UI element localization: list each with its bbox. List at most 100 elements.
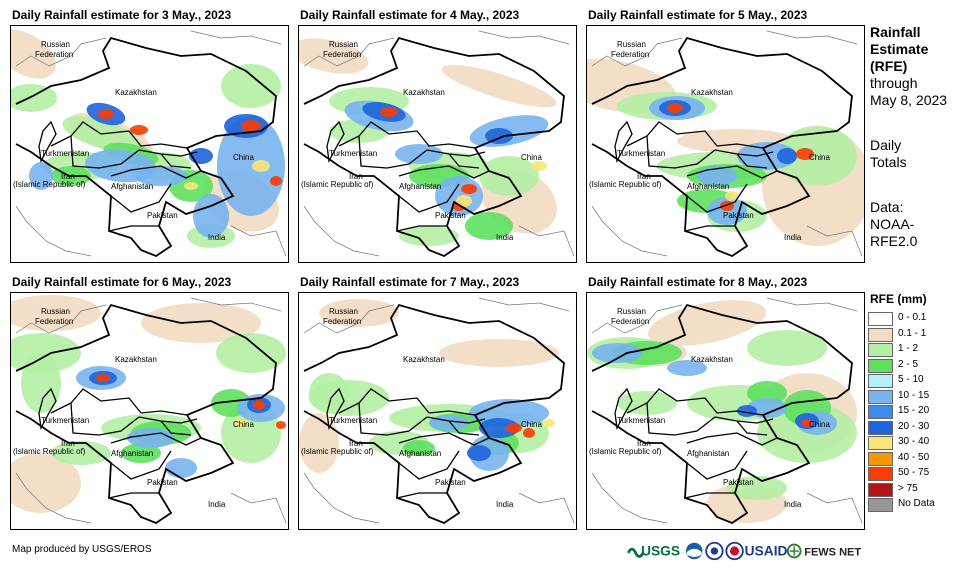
rainfall-area [221,64,281,108]
country-label-turkmenistan: Turkmenistan [41,149,89,158]
country-border [686,165,778,213]
country-label-india: India [784,500,802,509]
legend-label: 15 - 20 [898,405,930,416]
country-label-russia-2: Federation [323,50,361,59]
rainfall-map-may-5: Russian Federation Kazakhstan Turkmenistan I… [586,25,865,263]
rainfall-map-may-8: Russian Federation Kazakhstan Turkmenistan I… [586,292,865,530]
admin-boundary [766,30,858,45]
rainfall-area [727,476,787,500]
rainfall-area [234,419,248,427]
admin-boundary [230,225,287,257]
partner-logos: USGS USAID FEWS NET [627,541,861,561]
rainfall-area [217,116,285,216]
country-border [50,121,188,149]
country-border [684,492,735,499]
country-border [398,165,490,213]
description-date: May 8, 2023 [870,92,948,108]
rainfall-area [395,144,443,164]
country-label-iran-1: Iran [61,439,75,448]
rainfall-area [253,400,265,410]
country-border [396,492,447,499]
rainfall-area [479,418,519,438]
country-border [70,402,140,436]
country-label-afghanistan: Afghanistan [111,182,153,191]
country-label-turkmenistan: Turkmenistan [329,149,377,158]
country-label-afghanistan: Afghanistan [399,449,441,458]
rainfall-area [299,38,369,74]
rainfall-map-may-4: Russian Federation Kazakhstan Turkmenistan I… [298,25,577,263]
rainfall-area [725,191,739,201]
country-label-pakistan: Pakistan [435,211,466,220]
admin-boundary [766,297,858,312]
legend-label: 0.1 - 1 [898,327,927,339]
country-label-iran-1: Iran [637,172,651,181]
country-border [326,120,345,164]
admin-boundary [15,472,92,524]
panel-title-may-7: Daily Rainfall estimate for 7 May., 2023 [300,275,520,289]
country-label-russia-1: Russian [41,40,70,49]
usaid-logo: USAID [725,541,788,561]
country-border [591,303,853,525]
country-border [591,36,853,258]
country-label-iran-2: (Islamic Republic of) [301,447,374,456]
rainfall-area [439,339,559,367]
country-label-kazakhstan: Kazakhstan [691,355,733,364]
country-label-china: China [521,153,542,162]
country-border [396,225,447,232]
dhs-seal-icon [705,541,724,561]
country-label-india: India [496,500,514,509]
rainfall-area [127,428,175,448]
country-border [614,387,633,431]
legend-label: 0 - 0.1 [898,312,927,323]
country-border [646,402,716,436]
fews-net-logo: FEWS NET [786,543,861,559]
legend-swatch [868,436,893,450]
legend-label: 1 - 2 [898,343,919,354]
rainfall-field [11,29,285,248]
rainfall-area [456,195,472,207]
country-label-iran-2: (Islamic Republic of) [13,447,86,456]
country-label-russia-1: Russian [329,40,358,49]
admin-boundary [303,472,380,524]
rainfall-area [130,125,148,135]
legend-swatch [868,451,893,466]
country-border [684,225,735,232]
country-border [38,120,57,164]
legend-swatch [868,358,893,373]
description-through: through [870,75,918,91]
country-label-china: China [809,420,830,429]
rainfall-area [319,299,399,327]
legend-swatch [868,482,893,497]
rainfall-area [11,84,57,112]
country-label-india: India [784,233,802,242]
rainfall-area [543,419,555,427]
admin-boundary [591,472,668,524]
country-border [15,303,277,525]
rainfall-map-may-3: Russian Federation Kazakhstan Turkmenistan I… [10,25,289,263]
admin-boundary [518,492,575,524]
description-title-line-3: (RFE) [870,58,908,74]
description-title-line-1: Rainfall [870,24,921,40]
rainfall-area [648,300,766,346]
country-border [110,432,202,480]
rainfall-area [276,421,286,429]
rainfall-area [441,64,557,108]
country-label-russia-2: Federation [35,50,73,59]
legend-swatch [868,467,893,481]
admin-boundary [591,205,668,257]
legend-label: 40 - 50 [898,451,930,463]
rainfall-area [747,398,787,418]
admin-boundary [190,30,282,45]
panel-title-may-6: Daily Rainfall estimate for 6 May., 2023 [12,275,232,289]
rainfall-area [465,212,513,240]
country-label-afghanistan: Afghanistan [111,449,153,458]
country-label-afghanistan: Afghanistan [687,182,729,191]
country-label-afghanistan: Afghanistan [399,182,441,191]
legend-label: 2 - 5 [898,358,919,370]
country-label-china: China [233,153,254,162]
rainfall-area [270,176,282,186]
